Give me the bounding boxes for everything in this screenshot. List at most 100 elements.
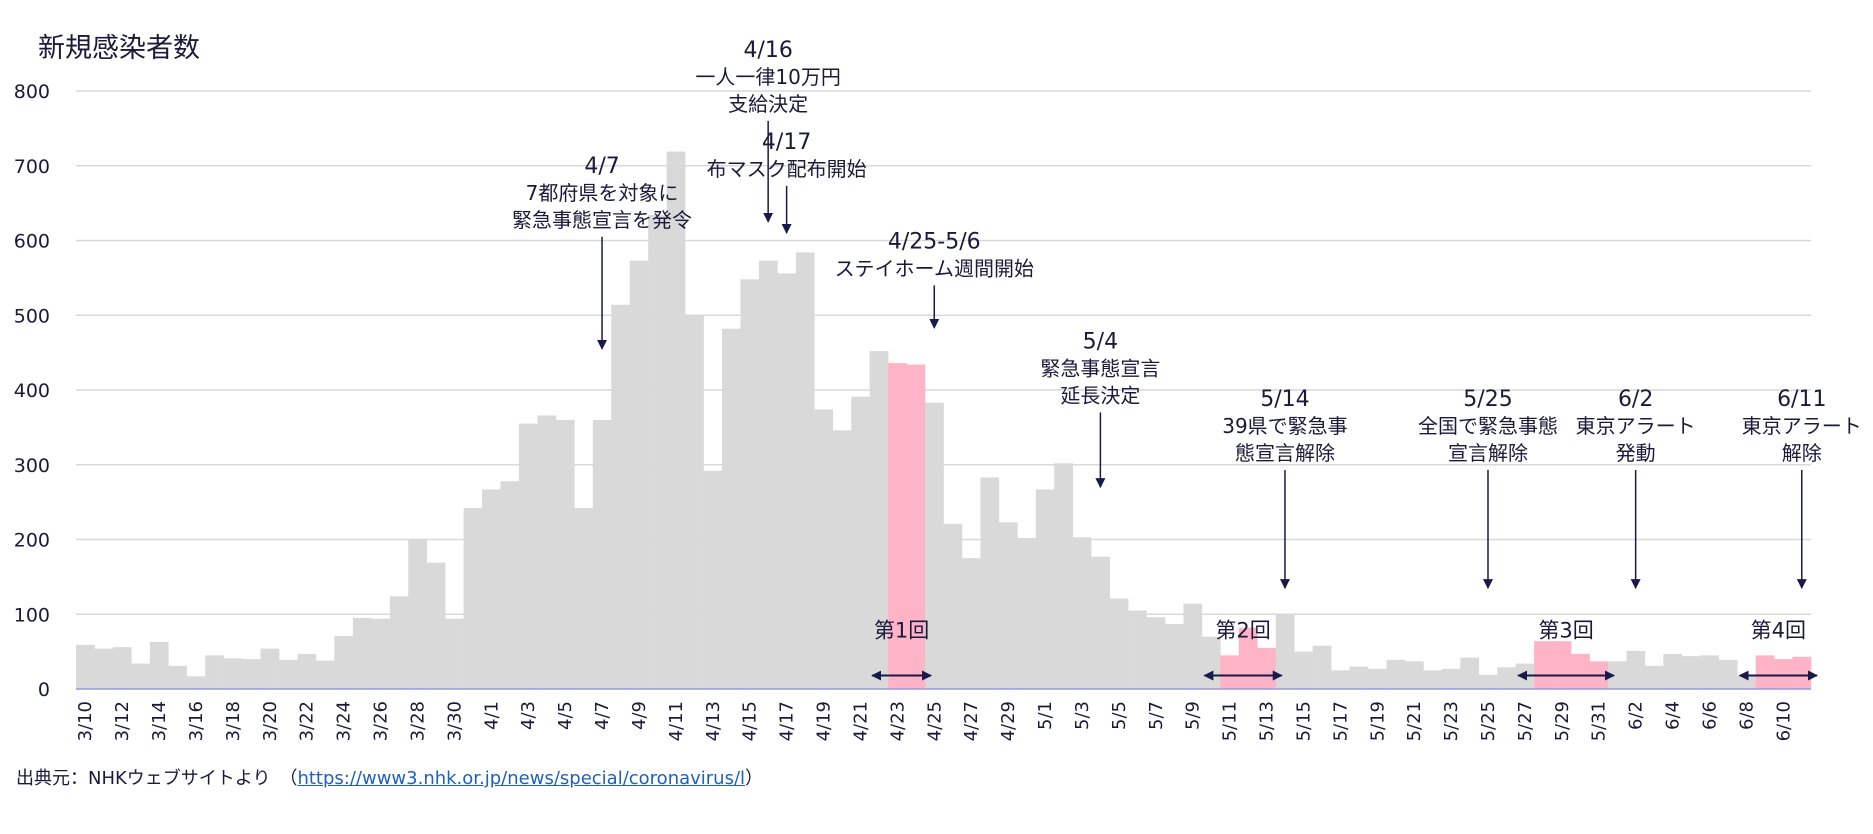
y-tick-label: 800 (14, 81, 50, 103)
bar (961, 558, 981, 689)
bar (1109, 598, 1129, 689)
bar (555, 419, 575, 689)
bar (260, 648, 280, 689)
bar (1681, 656, 1701, 689)
bar (740, 279, 760, 689)
y-tick-label: 100 (14, 604, 50, 626)
bar (832, 430, 852, 689)
annotation-label: 解除 (1782, 441, 1822, 465)
bar (408, 538, 427, 689)
y-tick-label: 700 (14, 156, 50, 178)
bar (1128, 610, 1147, 689)
annotation-label: 布マスク配布開始 (707, 157, 867, 181)
x-tick-label: 4/21 (850, 701, 871, 741)
x-tick-label: 5/13 (1257, 701, 1278, 741)
x-tick-label: 3/18 (223, 701, 244, 741)
period-label: 第4回 (1751, 618, 1806, 642)
chart-title: 新規感染者数 (38, 33, 200, 64)
bar (297, 653, 317, 689)
bar (1737, 675, 1756, 689)
bar (1091, 556, 1110, 689)
bar (1534, 641, 1553, 689)
bar (629, 260, 649, 689)
x-tick-label: 6/4 (1663, 701, 1684, 730)
x-tick-label: 5/27 (1515, 701, 1536, 741)
bar (1718, 659, 1738, 689)
y-tick-label: 300 (14, 455, 50, 477)
x-tick-label: 5/11 (1220, 701, 1241, 741)
y-tick-label: 0 (38, 679, 50, 701)
annotation-label: 39県で緊急事 (1222, 414, 1347, 438)
x-tick-label: 5/19 (1367, 701, 1388, 741)
bar (1607, 661, 1627, 689)
x-tick-label: 4/5 (555, 701, 576, 730)
bar (1146, 617, 1166, 689)
bar (814, 409, 834, 689)
bar (315, 660, 335, 689)
bar (518, 423, 538, 689)
bar (1331, 670, 1350, 689)
x-tick-label: 3/28 (407, 701, 428, 741)
x-tick-label: 5/9 (1183, 701, 1204, 730)
annotation-label: 6/11 (1777, 387, 1826, 412)
bar (1626, 650, 1646, 689)
bar (1552, 641, 1572, 689)
bar (168, 665, 188, 689)
x-tick-label: 4/17 (777, 701, 798, 741)
annotation-label: 5/25 (1463, 387, 1512, 412)
x-tick-label: 6/10 (1773, 701, 1794, 741)
x-tick-label: 5/17 (1330, 701, 1351, 741)
bar (1441, 668, 1461, 689)
bar (648, 215, 667, 689)
bar (722, 328, 741, 689)
source-link[interactable]: https://www3.nhk.or.jp/news/special/coro… (297, 768, 746, 789)
bar (223, 658, 243, 689)
x-tick-label: 3/22 (297, 701, 318, 741)
bar (851, 396, 870, 689)
annotation-label: 4/16 (743, 38, 792, 63)
bar (149, 641, 169, 689)
source-note: 出典元：NHKウェブサイトより （https://www3.nhk.or.jp/… (16, 764, 763, 790)
bar (1368, 668, 1387, 689)
annotation-label: 支給決定 (728, 92, 808, 116)
bar (537, 415, 557, 689)
bar (463, 508, 483, 689)
bar (703, 470, 723, 689)
bar (1386, 659, 1406, 689)
bar (371, 618, 391, 689)
x-tick-label: 4/15 (740, 701, 761, 741)
bar (777, 273, 797, 689)
bar (1460, 657, 1480, 689)
bar (1404, 661, 1424, 689)
bar (1220, 655, 1240, 689)
bar (1663, 653, 1683, 689)
bar (482, 489, 501, 689)
bar (205, 655, 224, 689)
period-label: 第3回 (1538, 618, 1593, 642)
x-tick-label: 3/24 (334, 701, 355, 741)
x-tick-label: 4/3 (518, 701, 539, 730)
bar (1478, 674, 1498, 689)
annotation-label: 延長決定 (1060, 383, 1140, 407)
bar (242, 659, 261, 689)
bar (1183, 603, 1203, 689)
y-tick-label: 600 (14, 231, 50, 253)
bar (685, 315, 704, 689)
x-tick-label: 5/1 (1035, 701, 1056, 730)
bar (1497, 667, 1516, 689)
period-label: 第2回 (1215, 618, 1270, 642)
x-tick-label: 4/27 (961, 701, 982, 741)
annotation-label: 宣言解除 (1448, 441, 1528, 465)
annotation-label: 6/2 (1618, 387, 1653, 412)
bar (1774, 659, 1793, 689)
bar (1257, 647, 1277, 689)
source-suffix: ） (745, 768, 764, 789)
annotation-label: 東京アラート (1742, 414, 1862, 438)
x-tick-label: 3/20 (260, 701, 281, 741)
bar (1644, 665, 1664, 689)
x-tick-label: 4/1 (481, 701, 502, 730)
y-tick-label: 400 (14, 380, 50, 402)
x-tick-label: 5/15 (1293, 701, 1314, 741)
bar (925, 402, 944, 689)
annotation-label: 4/25-5/6 (888, 229, 981, 254)
